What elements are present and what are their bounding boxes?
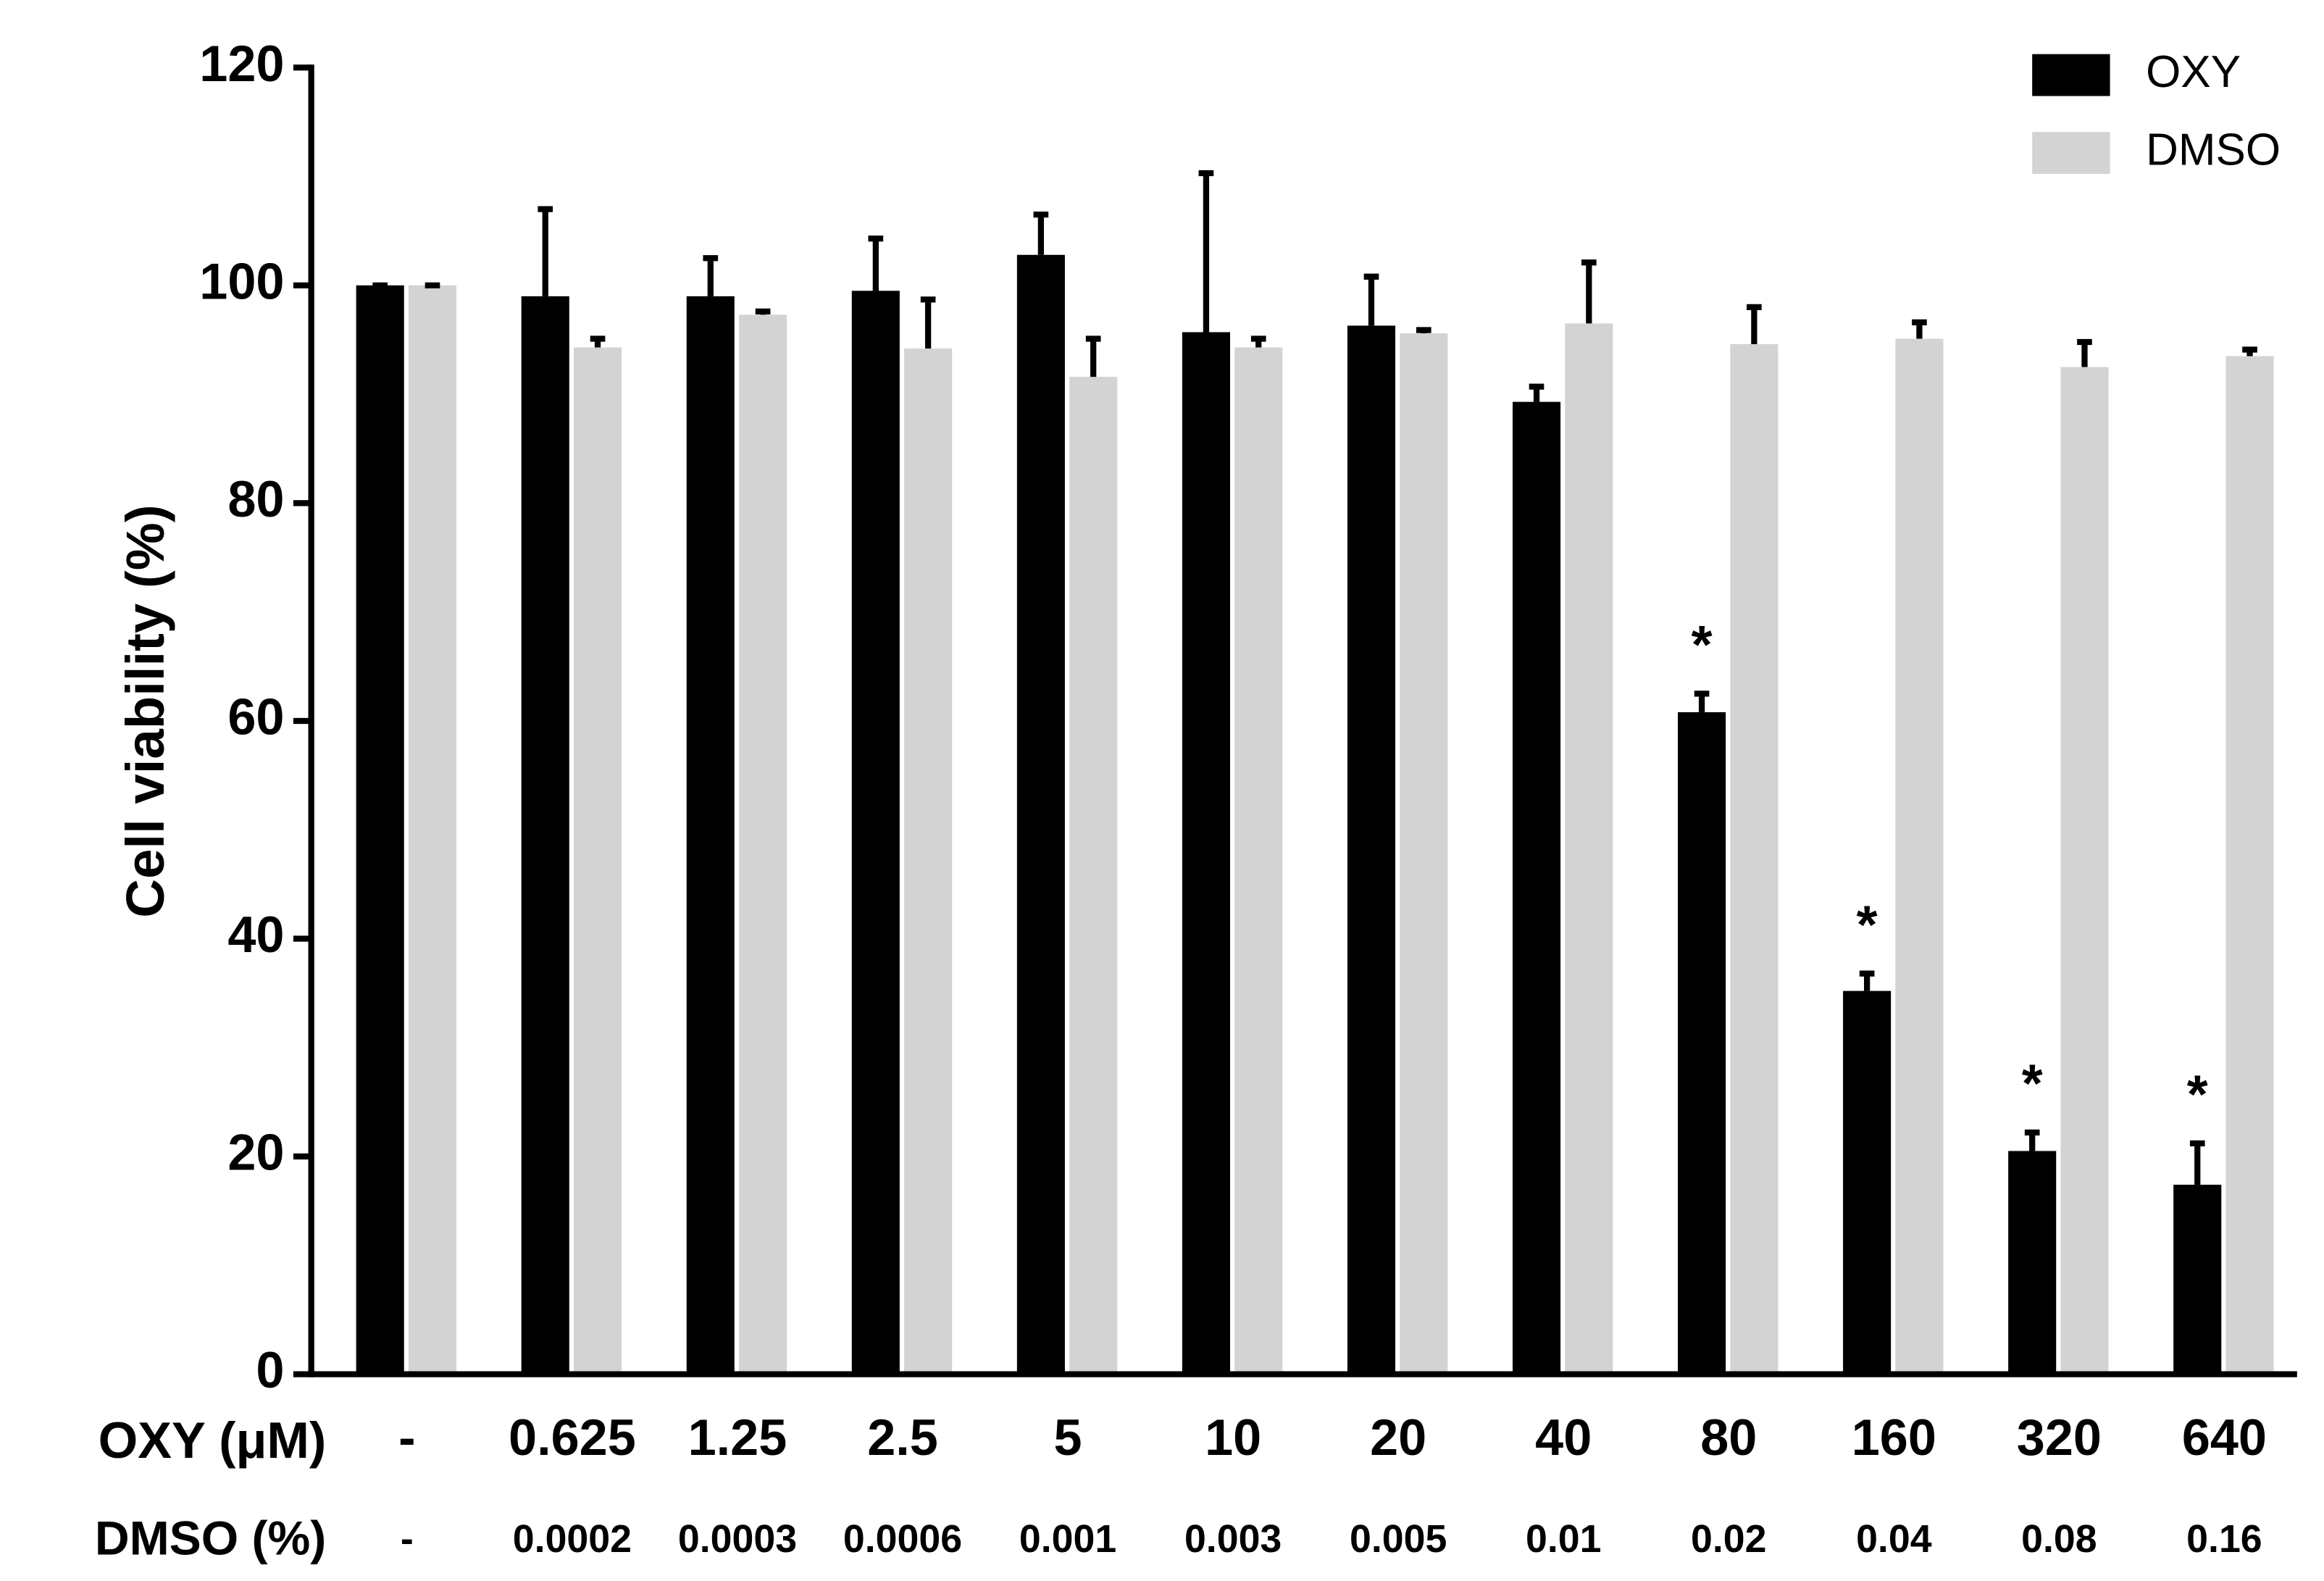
- y-tick-label: 40: [227, 906, 284, 963]
- error-bar: [538, 206, 553, 296]
- y-tick-label: 120: [199, 35, 284, 92]
- x-tick-label: -: [398, 1409, 415, 1466]
- bar: [1730, 343, 1778, 1374]
- x-tick-label: 2.5: [867, 1409, 938, 1466]
- error-bar: [1085, 335, 1101, 377]
- x-tick-label-2: 0.0002: [513, 1517, 632, 1561]
- x-tick-label-2: 0.003: [1184, 1517, 1282, 1561]
- legend-label: OXY: [2146, 47, 2241, 97]
- x-tick-label: 160: [1852, 1409, 1936, 1466]
- bar: [686, 296, 735, 1374]
- bar: [2225, 356, 2274, 1374]
- error-bar: [1694, 691, 1710, 712]
- x-tick-label: 40: [1535, 1409, 1592, 1466]
- x-tick-label-2: 0.02: [1691, 1517, 1767, 1561]
- error-bar: [1529, 383, 1545, 402]
- y-tick-label: 0: [256, 1341, 284, 1398]
- error-bar: [1250, 335, 1266, 348]
- legend-swatch: [2032, 54, 2110, 96]
- y-tick-label: 80: [227, 470, 284, 527]
- bar: [1347, 325, 1396, 1374]
- x-tick-label-2: 0.001: [1019, 1517, 1116, 1561]
- y-axis-label: Cell viability (%): [115, 504, 175, 917]
- bar: [2008, 1151, 2057, 1374]
- error-bar: [590, 335, 606, 348]
- x-tick-label-2: -: [401, 1517, 414, 1561]
- error-bar: [703, 255, 719, 296]
- error-bar: [868, 235, 884, 291]
- error-bar: [1859, 970, 1875, 991]
- significance-mark: *: [1857, 894, 1878, 954]
- x-tick-label: 20: [1370, 1409, 1426, 1466]
- bar: [1895, 338, 1944, 1374]
- bar: [1512, 401, 1561, 1374]
- legend-swatch: [2032, 132, 2110, 174]
- bar: [1182, 332, 1230, 1374]
- bar: [1069, 377, 1118, 1374]
- x-tick-label: 10: [1205, 1409, 1261, 1466]
- x-tick-label-2: 0.0006: [843, 1517, 962, 1561]
- bar: [1016, 254, 1065, 1374]
- x-tick-label-2: 0.16: [2186, 1517, 2262, 1561]
- bar: [1565, 323, 1613, 1374]
- bar: [739, 314, 787, 1374]
- x-row-label: DMSO (%): [95, 1511, 326, 1565]
- x-tick-label-2: 0.08: [2021, 1517, 2097, 1561]
- error-bar: [1033, 212, 1049, 255]
- x-tick-label: 1.25: [688, 1409, 787, 1466]
- x-tick-label-2: 0.01: [1526, 1517, 1602, 1561]
- bar: [408, 285, 457, 1374]
- error-bar: [920, 296, 936, 349]
- x-tick-label: 80: [1700, 1409, 1757, 1466]
- error-bar: [2077, 338, 2092, 367]
- error-bar: [1581, 259, 1597, 324]
- error-bar: [1363, 273, 1379, 326]
- significance-mark: *: [2022, 1054, 2043, 1114]
- error-bar: [755, 308, 771, 315]
- x-tick-label: 0.625: [509, 1409, 636, 1466]
- legend-label: DMSO: [2146, 125, 2281, 175]
- bar: [521, 296, 569, 1374]
- bar: [851, 291, 900, 1374]
- bar: [2173, 1185, 2222, 1374]
- x-tick-label: 5: [1054, 1409, 1082, 1466]
- y-tick-label: 20: [227, 1124, 284, 1181]
- error-bar: [2189, 1140, 2205, 1185]
- error-bar: [1416, 327, 1431, 333]
- bar: [1234, 347, 1283, 1374]
- bar: [573, 347, 622, 1374]
- x-tick-label: 320: [2017, 1409, 2102, 1466]
- bar: [1678, 712, 1726, 1374]
- y-tick-label: 60: [227, 688, 284, 745]
- bar: [904, 348, 953, 1374]
- error-bar: [1912, 319, 1927, 339]
- error-bar: [2024, 1129, 2040, 1151]
- x-row-label: OXY (μM): [99, 1411, 327, 1469]
- bar: [2060, 367, 2109, 1374]
- bar: [1400, 333, 1448, 1374]
- x-tick-label-2: 0.005: [1350, 1517, 1447, 1561]
- bar: [1843, 990, 1892, 1374]
- significance-mark: *: [2187, 1064, 2208, 1125]
- x-tick-label-2: 0.0003: [678, 1517, 797, 1561]
- y-tick-label: 100: [199, 252, 284, 309]
- x-tick-label: 640: [2182, 1409, 2267, 1466]
- error-bar: [1747, 304, 1762, 344]
- error-bar: [2242, 346, 2257, 356]
- significance-mark: *: [1692, 614, 1713, 675]
- error-bar: [1198, 170, 1214, 333]
- x-tick-label-2: 0.04: [1856, 1517, 1932, 1561]
- bar: [356, 285, 404, 1374]
